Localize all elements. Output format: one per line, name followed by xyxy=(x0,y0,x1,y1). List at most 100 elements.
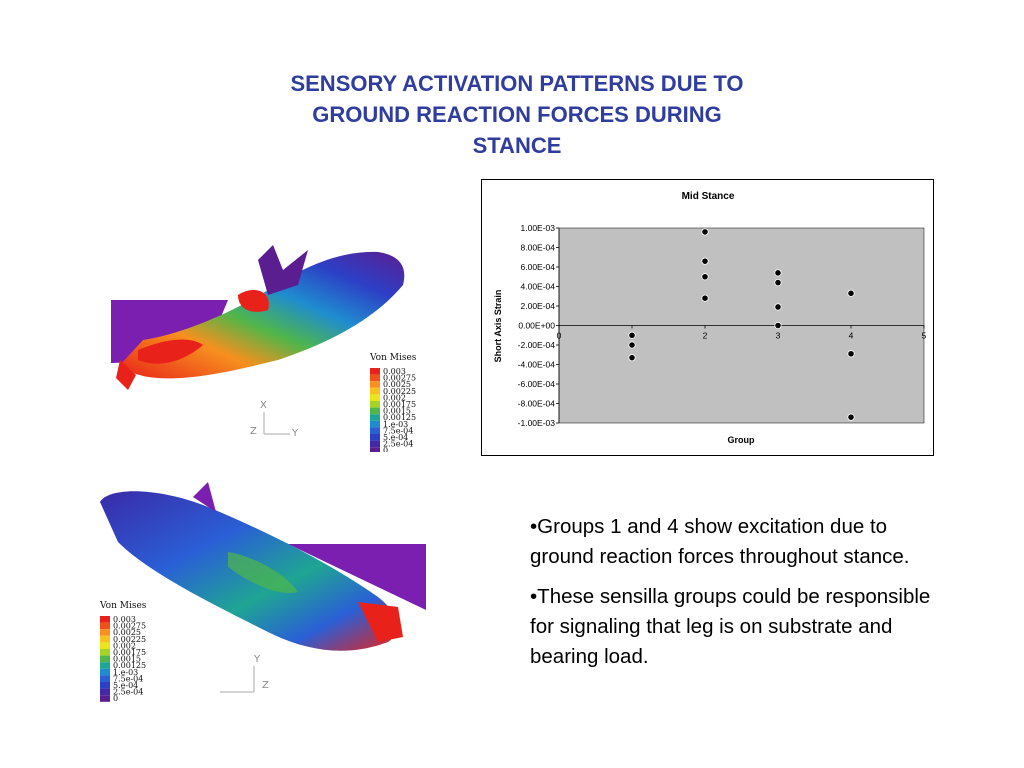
legend-swatch xyxy=(100,695,110,702)
legend-value: 0.00175 xyxy=(383,400,416,409)
axis-y-label: Y xyxy=(291,428,299,439)
legend-value: 5.e-04 xyxy=(383,433,408,442)
legend-swatch xyxy=(100,642,110,649)
legend-value: 0.00225 xyxy=(113,635,146,644)
legend-swatch xyxy=(370,447,380,452)
legend-value: 5.e-04 xyxy=(113,681,138,690)
mid-stance-chart: Mid Stance 1.00E-03 8.00E-04 6.00E-04 4.00E… xyxy=(493,191,927,445)
x-axis-label: Group xyxy=(728,435,755,445)
fem-legend-bottom: Von Mises 0.0030.002750.00250.002250.002… xyxy=(99,601,269,703)
data-point xyxy=(774,303,782,311)
legend-value: 0.0015 xyxy=(113,655,141,664)
legend-value: 2.5e-04 xyxy=(113,688,143,697)
legend-swatch xyxy=(100,688,110,696)
legend-value: 1.e-03 xyxy=(113,668,138,677)
legend-swatch xyxy=(100,682,110,689)
legend-value: 0.00275 xyxy=(383,374,416,383)
legend-swatch xyxy=(370,394,380,401)
legend-value: 0.002 xyxy=(383,393,406,402)
legend-value: 2.5e-04 xyxy=(383,440,413,449)
bullet-item-1: •Groups 1 and 4 show excitation due to g… xyxy=(530,515,910,568)
legend-swatch xyxy=(100,655,110,663)
data-point xyxy=(847,413,855,421)
slide-title: SENSORY ACTIVATION PATTERNS DUE TO GROUN… xyxy=(212,68,822,161)
legend-value: 0.002 xyxy=(113,641,136,650)
legend-swatch xyxy=(370,374,380,382)
y-tick-label: 8.00E-04 xyxy=(521,243,556,253)
axis-y-label-bottom: Y xyxy=(253,654,261,665)
legend-value: 0.0015 xyxy=(383,407,411,416)
legend-swatch xyxy=(370,381,380,388)
legend-swatch xyxy=(370,401,380,408)
legend-swatch xyxy=(100,649,110,656)
data-point xyxy=(774,321,782,330)
data-point xyxy=(774,269,782,277)
y-tick-label: -2.00E-04 xyxy=(518,340,556,350)
data-point xyxy=(847,350,855,358)
fem-model-bottom xyxy=(100,482,426,651)
title-line-2: GROUND REACTION FORCES DURING xyxy=(312,102,722,127)
y-tick-label: -1.00E-03 xyxy=(518,418,556,428)
legend-value: 0.003 xyxy=(383,367,406,376)
title-line-1: SENSORY ACTIVATION PATTERNS DUE TO xyxy=(290,71,744,96)
legend-value: 0.0025 xyxy=(383,380,411,389)
y-tick-label: -8.00E-04 xyxy=(518,399,556,409)
chart-title: Mid Stance xyxy=(682,191,735,202)
legend-value: 0.00225 xyxy=(383,387,416,396)
y-tick-label: 0.00E+00 xyxy=(518,321,555,331)
data-point xyxy=(628,341,636,349)
legend-value: 7.5e-04 xyxy=(383,426,413,435)
bullet-list: •Groups 1 and 4 show excitation due to g… xyxy=(530,512,950,682)
legend-swatch xyxy=(100,629,110,636)
legend-swatch xyxy=(100,675,110,682)
legend-value: 0 xyxy=(113,694,118,703)
legend-value: 0.003 xyxy=(113,615,136,624)
legend-title: Von Mises xyxy=(369,353,417,363)
axis-x-label: X xyxy=(260,400,267,411)
legend-value: 0.00125 xyxy=(113,661,146,670)
legend-swatch xyxy=(370,414,380,421)
data-point xyxy=(701,228,709,236)
chart-frame: Mid Stance 1.00E-03 8.00E-04 6.00E-04 4.00E… xyxy=(481,179,934,456)
data-point xyxy=(628,331,636,339)
legend-value: 0.00275 xyxy=(113,622,146,631)
axis-z-label: Z xyxy=(250,426,257,437)
legend-swatch xyxy=(100,616,110,623)
y-tick-label: 6.00E-04 xyxy=(521,262,556,272)
legend-value: 0 xyxy=(383,446,388,452)
bullet-item-2: •These sensilla groups could be responsi… xyxy=(530,585,931,668)
legend-swatch xyxy=(370,427,380,434)
legend-value: 7.5e-04 xyxy=(113,674,143,683)
legend-value: 0.00175 xyxy=(113,648,146,657)
legend-value: 1.e-03 xyxy=(383,420,408,429)
data-point xyxy=(628,354,636,362)
legend-swatch xyxy=(370,407,380,415)
data-point xyxy=(774,279,782,287)
legend-swatch xyxy=(370,440,380,448)
x-tick-label: 2 xyxy=(703,331,708,341)
x-tick-label: 0 xyxy=(557,331,562,341)
data-point xyxy=(701,294,709,302)
legend-value: 0.00125 xyxy=(383,413,416,422)
legend-swatch xyxy=(370,368,380,375)
x-tick-label: 3 xyxy=(776,331,781,341)
data-point xyxy=(701,257,709,265)
legend-swatch xyxy=(370,387,380,395)
y-tick-label: 1.00E-03 xyxy=(521,223,556,233)
fem-model-top xyxy=(111,245,405,390)
x-tick-label: 4 xyxy=(849,331,854,341)
title-line-3: STANCE xyxy=(472,133,562,158)
y-tick-label: -6.00E-04 xyxy=(518,379,556,389)
legend-swatch xyxy=(370,434,380,441)
legend-value: 0.0025 xyxy=(113,628,141,637)
fem-legend-top: Von Mises 0.0030.002750.00250.002250.002… xyxy=(250,353,417,452)
data-point xyxy=(847,289,855,297)
legend-swatch xyxy=(100,635,110,643)
y-tick-label: -4.00E-04 xyxy=(518,360,556,370)
legend-swatch xyxy=(100,668,110,676)
legend-swatch xyxy=(370,420,380,428)
data-point xyxy=(701,273,709,281)
y-axis-label: Short Axis Strain xyxy=(493,290,503,363)
legend-swatch xyxy=(100,622,110,630)
legend-swatch xyxy=(100,662,110,669)
